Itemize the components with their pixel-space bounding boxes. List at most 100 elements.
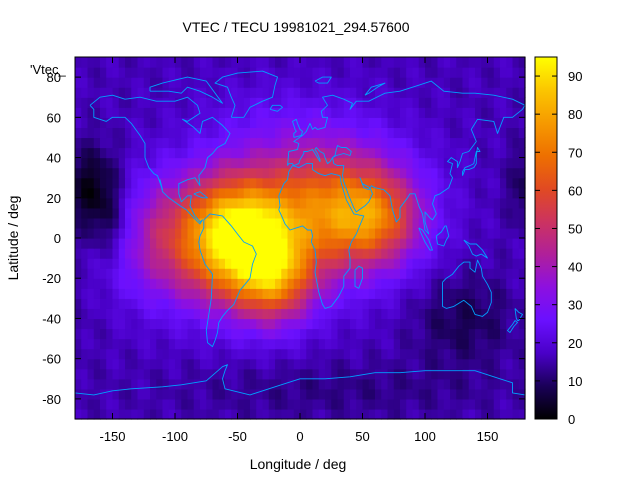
heat-cell — [400, 177, 407, 189]
heat-cell — [450, 398, 457, 410]
heat-cell — [187, 227, 195, 239]
heat-cell — [87, 67, 95, 78]
heat-cell — [356, 97, 364, 108]
heat-cell — [312, 57, 320, 68]
heat-cell — [468, 388, 476, 400]
heat-cell — [437, 358, 445, 370]
heat-cell — [281, 238, 289, 249]
heat-cell — [312, 87, 320, 98]
heat-cell — [200, 107, 207, 118]
heat-cell — [287, 117, 295, 128]
heat-cell — [156, 117, 164, 128]
heat-cell — [231, 358, 239, 370]
heat-cell — [343, 197, 351, 209]
x-tick-label: 150 — [477, 429, 499, 444]
heat-cell — [343, 308, 351, 320]
heat-cell — [500, 147, 507, 159]
heat-cell — [406, 97, 414, 108]
heat-cell — [406, 227, 414, 239]
heat-cell — [462, 107, 470, 118]
heat-cell — [425, 67, 432, 78]
heat-cell — [475, 298, 482, 309]
heat-cell — [175, 278, 182, 289]
heat-cell — [193, 278, 201, 289]
heat-cell — [187, 318, 195, 330]
heat-cell — [375, 187, 382, 199]
heat-cell — [475, 328, 482, 340]
heat-cell — [237, 338, 245, 350]
heat-cell — [412, 408, 420, 420]
heat-cell — [162, 147, 170, 159]
heat-cell — [293, 97, 301, 108]
heat-cell — [387, 398, 395, 410]
heat-cell — [143, 238, 151, 249]
heat-cell — [406, 268, 414, 279]
heat-cell — [487, 227, 495, 239]
heat-cell — [362, 227, 370, 239]
heat-cell — [206, 248, 214, 259]
heat-cell — [225, 67, 232, 78]
heat-cell — [462, 268, 470, 279]
heat-cell — [225, 308, 232, 320]
heat-cell — [187, 147, 195, 159]
heat-cell — [181, 358, 189, 370]
heat-cell — [268, 227, 276, 239]
heat-cell — [362, 258, 370, 269]
heat-cell — [293, 298, 301, 309]
heat-cell — [162, 107, 170, 118]
heat-cell — [93, 358, 101, 370]
heat-cell — [468, 227, 476, 239]
heat-cell — [75, 248, 82, 259]
heat-cell — [506, 147, 514, 159]
heat-cell — [450, 147, 457, 159]
heat-cell — [75, 137, 82, 149]
heat-cell — [131, 308, 139, 320]
heat-cell — [175, 328, 182, 340]
heat-cell — [212, 398, 220, 410]
heat-cell — [393, 147, 401, 159]
heat-cell — [100, 398, 107, 410]
heat-cell — [400, 207, 407, 219]
heat-cell — [493, 388, 501, 400]
heat-cell — [100, 248, 107, 259]
heat-cell — [218, 358, 226, 370]
heat-cell — [175, 147, 182, 159]
heat-cell — [456, 278, 464, 289]
heat-cell — [468, 217, 476, 229]
heat-cell — [468, 157, 476, 169]
heat-cell — [143, 207, 151, 219]
heat-cell — [237, 368, 245, 380]
heat-cell — [518, 147, 526, 159]
heat-cell — [87, 338, 95, 350]
heat-cell — [87, 147, 95, 159]
heat-cell — [162, 328, 170, 340]
heat-cell — [475, 227, 482, 239]
heat-cell — [437, 308, 445, 320]
heat-cell — [331, 398, 339, 410]
heat-cell — [412, 197, 420, 209]
heat-cell — [450, 137, 457, 149]
heat-cell — [481, 298, 489, 309]
heat-cell — [337, 338, 345, 350]
heat-cell — [387, 77, 395, 88]
heat-cell — [443, 308, 451, 320]
coastline-japan — [462, 147, 481, 176]
heat-cell — [131, 248, 139, 259]
heat-cell — [337, 107, 345, 118]
heat-cell — [431, 177, 439, 189]
heat-cell — [475, 117, 482, 128]
heat-cell — [262, 258, 270, 269]
heat-cell — [256, 87, 264, 98]
heat-cell — [306, 77, 314, 88]
heat-cell — [343, 238, 351, 249]
heat-cell — [150, 318, 157, 330]
heat-cell — [268, 388, 276, 400]
heat-cell — [431, 328, 439, 340]
heat-cell — [175, 358, 182, 370]
heat-cell — [350, 378, 357, 390]
heat-cell — [356, 77, 364, 88]
heat-cell — [356, 87, 364, 98]
heat-cell — [331, 147, 339, 159]
coastline-great-britain — [292, 118, 303, 138]
heat-cell — [181, 197, 189, 209]
